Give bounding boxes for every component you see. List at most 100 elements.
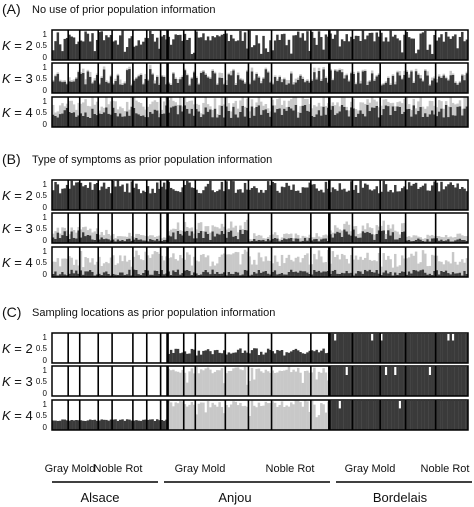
bar-segment	[139, 420, 143, 430]
bar-segment	[310, 264, 314, 275]
bar-segment	[125, 239, 129, 243]
region-label: Alsace	[80, 490, 119, 505]
bar-segment	[320, 80, 323, 93]
region-label: Anjou	[218, 490, 251, 505]
bar-segment	[364, 116, 367, 127]
bar-segment	[324, 261, 328, 272]
bar-segment	[121, 272, 124, 277]
structure-row-k3: K = 310.50	[2, 62, 469, 95]
bar-segment	[407, 400, 411, 430]
bar-segment	[206, 111, 210, 127]
bar-segment	[223, 82, 226, 85]
bar-segment	[417, 400, 420, 430]
bar-segment	[387, 41, 390, 60]
bar-segment	[324, 372, 328, 396]
bar-segment	[75, 270, 78, 277]
region-labels: Alsace Anjou Bordelais	[52, 481, 472, 505]
bar-segment	[451, 400, 455, 430]
bar-segment	[220, 105, 224, 127]
bar-segment	[137, 233, 140, 240]
bar-segment	[352, 400, 355, 430]
bar-segment	[354, 35, 358, 60]
bar-segment	[109, 76, 113, 93]
bar-segment	[336, 30, 339, 60]
bar-segment	[303, 271, 307, 277]
bar-segment	[186, 101, 189, 109]
bar-segment	[465, 273, 469, 277]
bar-segment	[176, 403, 180, 430]
bar-segment	[246, 107, 249, 127]
bar-segment	[382, 84, 385, 93]
bar-segment	[317, 236, 321, 242]
bar-segment	[359, 233, 362, 238]
bar-segment	[216, 370, 219, 396]
bar-segment	[301, 353, 305, 363]
bar-segment	[142, 240, 145, 243]
panel-b: (B) Type of symptoms as prior population …	[2, 151, 469, 279]
bar-segment	[234, 367, 238, 396]
bar-segment	[456, 366, 459, 396]
bar-segment	[276, 406, 279, 430]
bar-segment	[354, 82, 358, 85]
bar-segment	[116, 274, 120, 277]
bar-segment	[119, 255, 122, 273]
bar-segment	[260, 189, 263, 210]
bar-segment	[361, 273, 365, 277]
bar-segment	[84, 420, 87, 430]
bar-segment	[151, 274, 154, 277]
bar-segment	[435, 366, 439, 396]
bar-segment	[347, 234, 351, 243]
row-frame	[51, 246, 469, 278]
bar-segment	[179, 401, 182, 430]
group-label: Noble Rot	[266, 463, 315, 475]
bar-segment	[306, 31, 309, 60]
bar-segment	[216, 406, 219, 430]
bar-segment	[130, 236, 134, 241]
bar-segment	[391, 102, 395, 107]
bar-segment	[223, 191, 226, 210]
bar-segment	[227, 41, 231, 60]
bar-segment	[123, 241, 127, 243]
bar-segment	[112, 100, 115, 108]
bar-segment	[137, 102, 140, 115]
bar-segment	[149, 104, 152, 112]
bar-segment	[75, 419, 78, 430]
bar-segment	[431, 400, 434, 430]
bar-segment	[260, 80, 263, 84]
bar-segment	[407, 74, 411, 78]
bar-segment	[98, 84, 101, 93]
bar-segment	[375, 261, 379, 270]
bar-segment	[128, 109, 131, 116]
bar-segment	[373, 272, 376, 277]
bar-segment	[313, 351, 316, 363]
bar-segment	[396, 266, 399, 275]
bar-segment	[65, 103, 69, 108]
bar-segment	[398, 408, 402, 430]
bar-segment	[391, 366, 395, 396]
bar-segment	[195, 355, 198, 363]
bar-segment	[299, 241, 302, 243]
bar-segment	[262, 35, 265, 60]
bar-segment	[216, 35, 219, 60]
bar-segment	[296, 256, 300, 273]
bar-segment	[424, 400, 427, 430]
bar-segment	[380, 115, 383, 127]
bar-segment	[174, 77, 177, 79]
bar-segment	[192, 70, 196, 73]
bar-segment	[414, 68, 418, 72]
bar-segment	[132, 239, 136, 243]
bar-segment	[232, 181, 235, 210]
bar-segment	[176, 82, 180, 93]
bar-segment	[437, 366, 441, 396]
bar-segment	[183, 270, 187, 277]
bar-segment	[98, 113, 101, 127]
bar-segment	[317, 31, 321, 60]
bar-segment	[310, 350, 314, 363]
bar-segment	[287, 254, 291, 272]
bar-segment	[340, 104, 344, 127]
bar-segment	[405, 240, 409, 243]
bar-segment	[183, 221, 187, 232]
bar-segment	[463, 400, 466, 430]
k-label-letter: K	[2, 71, 12, 86]
bar-segment	[315, 77, 318, 80]
